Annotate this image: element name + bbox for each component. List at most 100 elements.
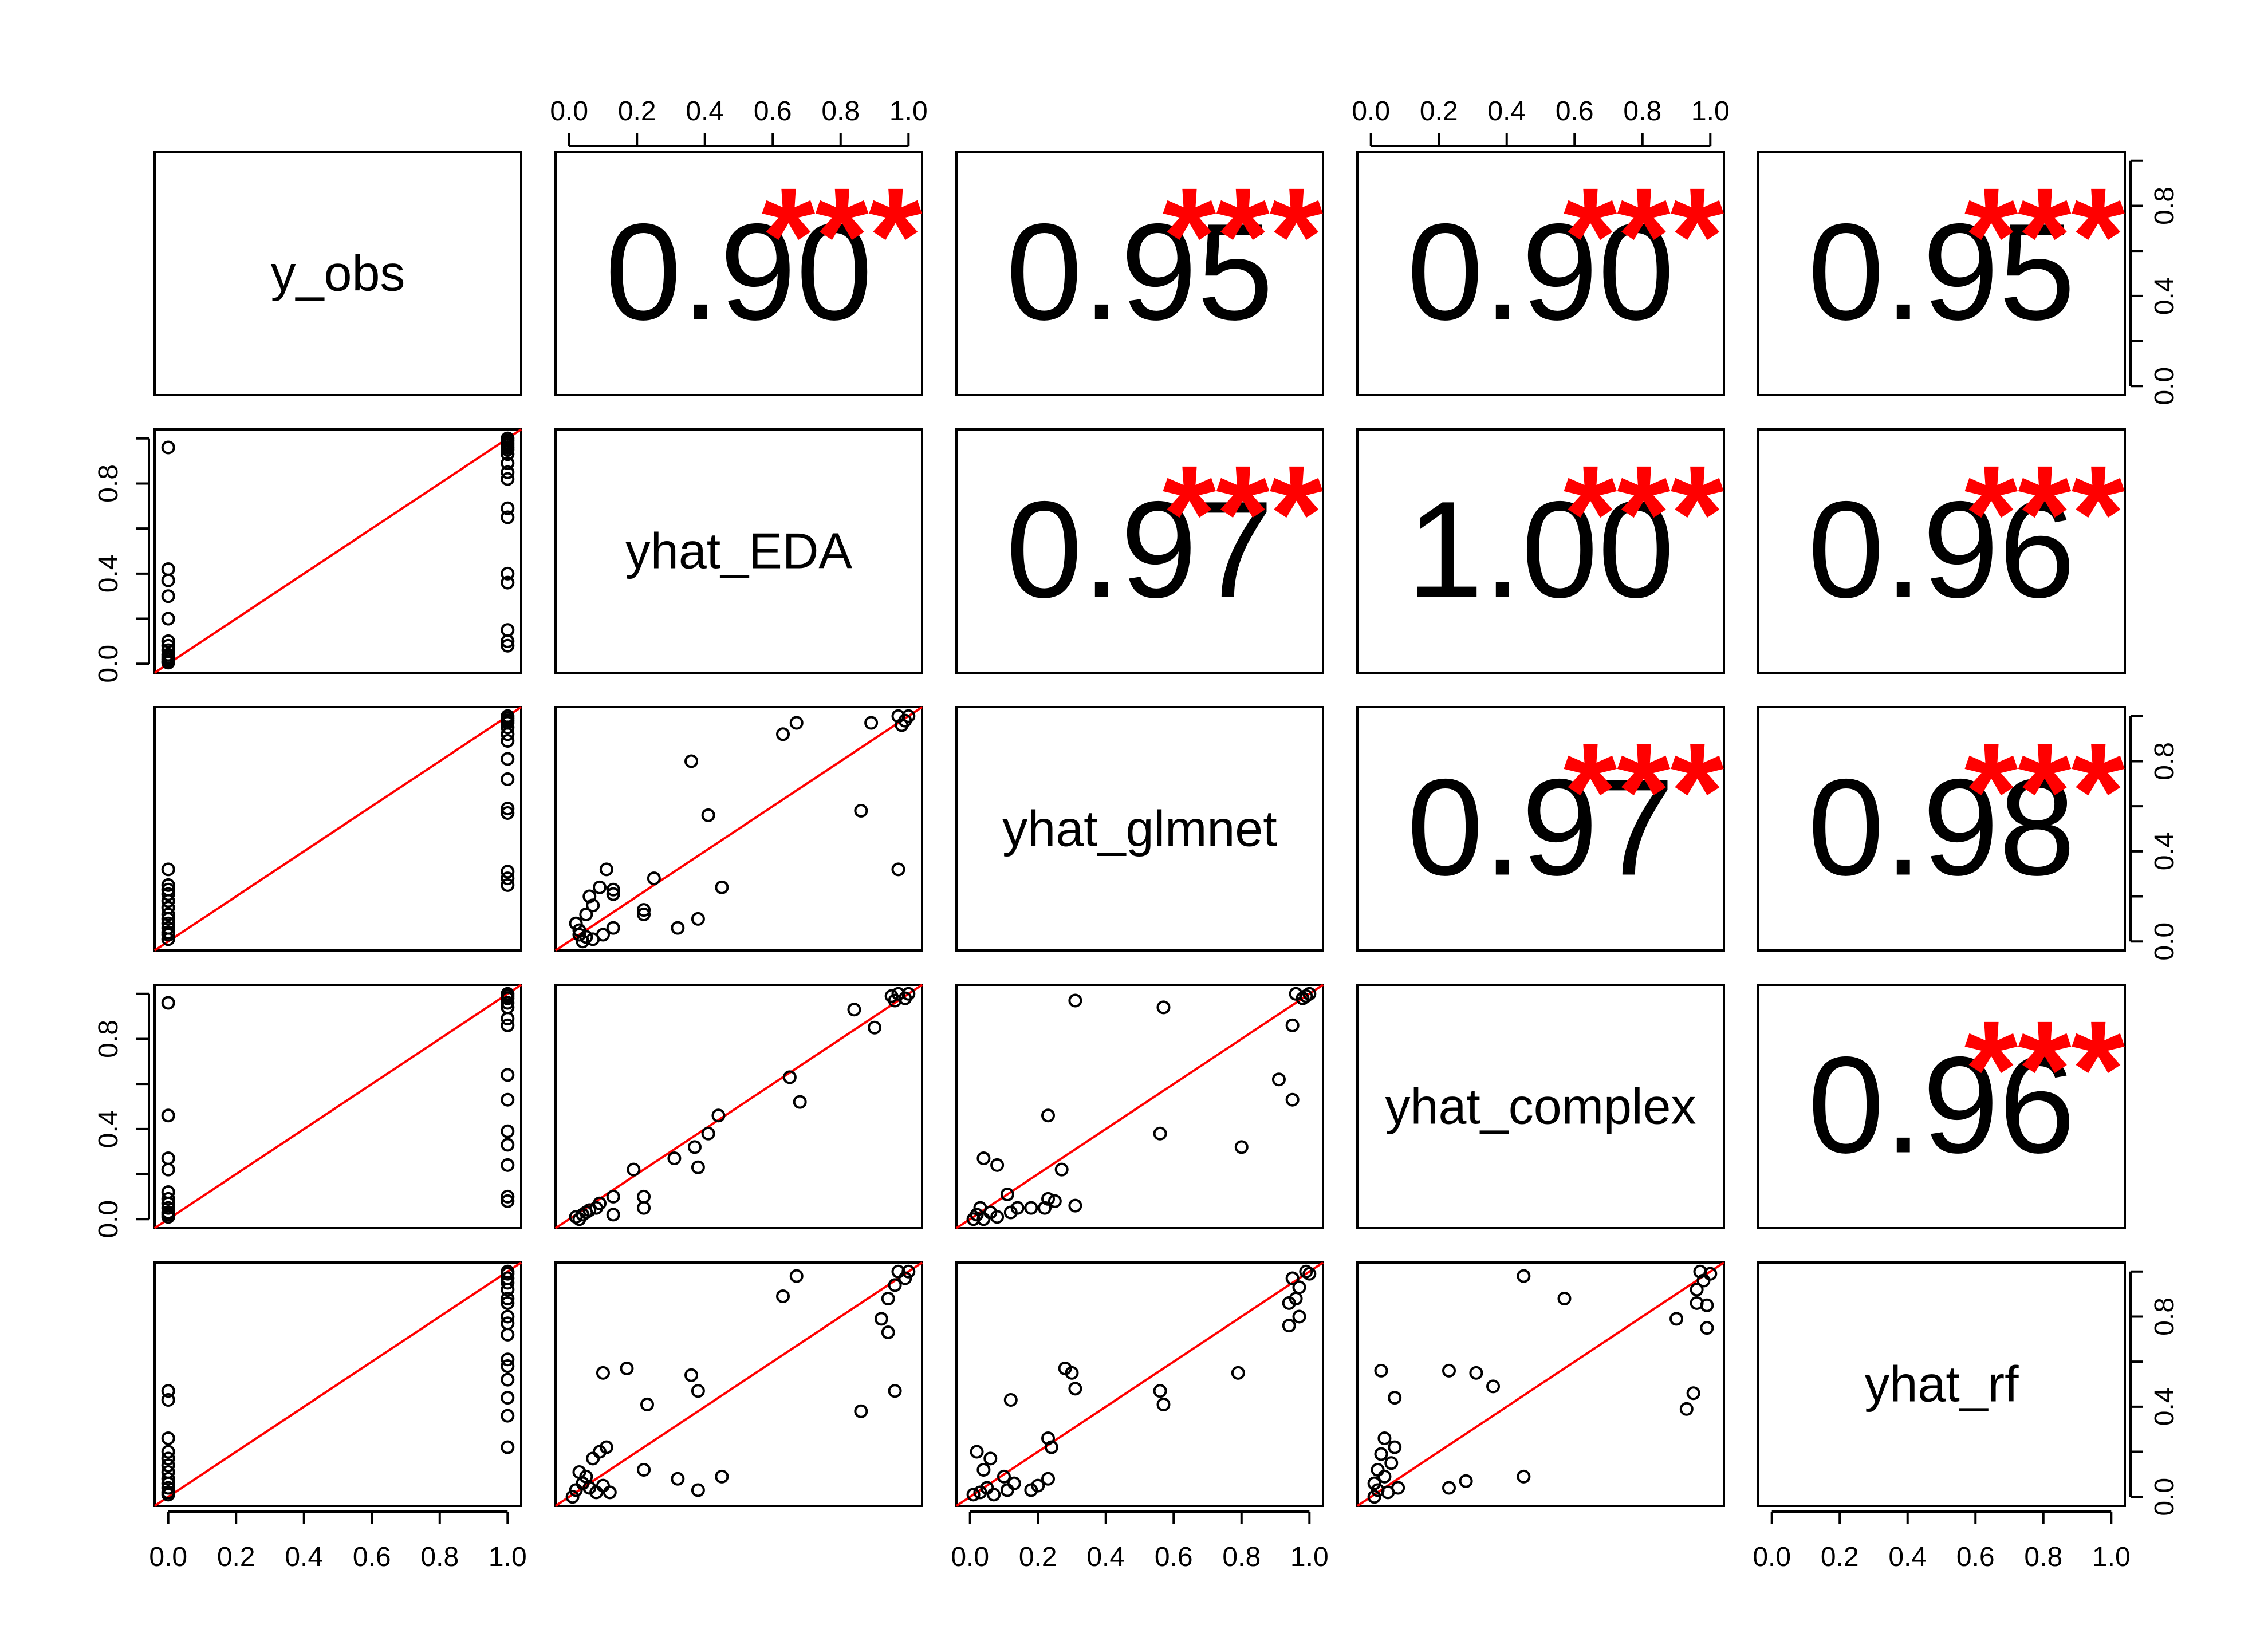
scatter-point: [776, 727, 790, 741]
scatter-point: [501, 510, 515, 524]
x-tick-label: 0.0: [550, 96, 588, 127]
scatter-point: [606, 887, 620, 901]
significance-stars: ***: [1163, 159, 1324, 313]
scatter-point: [161, 612, 175, 626]
variable-label: yhat_complex: [1385, 1078, 1696, 1135]
scatter-point: [1517, 1269, 1531, 1283]
panel-frame: [1356, 151, 1725, 396]
scatter-point: [1153, 1384, 1167, 1398]
x-tick-label: 0.0: [1352, 96, 1390, 127]
scatter-point: [501, 1276, 515, 1290]
scatter-point: [1234, 1140, 1249, 1154]
scatter-point: [1469, 1366, 1483, 1380]
scatter-point: [637, 1189, 651, 1204]
panel-frame: [153, 151, 522, 396]
scatter-point: [1442, 1481, 1456, 1495]
scatter-point: [501, 447, 515, 461]
scatter-point: [161, 912, 175, 926]
scatter-point: [970, 1445, 984, 1459]
scatter-point: [501, 1018, 515, 1032]
scatter-point: [161, 862, 175, 877]
significance-stars: ***: [762, 159, 923, 313]
scatter-point: [599, 1440, 613, 1454]
panel-frame: [554, 428, 923, 674]
scatter-point: [1156, 1397, 1171, 1411]
scatter-point: [627, 1162, 641, 1177]
scatter-point: [161, 1384, 175, 1398]
scatter-point: [606, 921, 620, 935]
scatter-point: [1041, 1472, 1055, 1486]
scatter-point: [793, 1095, 807, 1109]
scatter-point: [691, 1483, 705, 1497]
scatter-point: [1289, 1291, 1303, 1305]
scatter-point: [1374, 1363, 1388, 1378]
scatter-point: [501, 734, 515, 748]
scatter-point: [501, 1068, 515, 1082]
scatter-point: [161, 573, 175, 587]
scatter-point: [864, 716, 879, 730]
scatter-point: [603, 1485, 617, 1500]
panel-frame: [1757, 984, 2126, 1229]
panel-frame: [554, 706, 923, 952]
scatter-point: [501, 501, 515, 515]
scatter-point: [501, 623, 515, 637]
panel-frame: [955, 1261, 1324, 1507]
correlation-value: 1.00: [1407, 473, 1674, 626]
panel-frame: [1356, 706, 1725, 952]
variable-label: yhat_rf: [1864, 1356, 2019, 1413]
scatter-point: [888, 1278, 902, 1292]
scatter-point: [1367, 1490, 1381, 1504]
scatter-point: [895, 718, 909, 732]
scatter-point: [1041, 1108, 1055, 1123]
scatter-point: [1388, 1391, 1402, 1405]
scatter-point: [1065, 1366, 1079, 1380]
scatter-point: [854, 1404, 868, 1418]
scatter-point: [501, 1291, 515, 1305]
scatter-point: [579, 908, 593, 922]
scatter-point: [1285, 1018, 1300, 1032]
scatter-point: [687, 1140, 702, 1154]
scatter-point: [854, 804, 868, 818]
scatter-point: [976, 1151, 991, 1166]
scatter-point: [586, 1451, 600, 1466]
scatter-point: [671, 1472, 685, 1486]
panel-frame: [955, 151, 1324, 396]
scatter-point: [1686, 1386, 1700, 1401]
scatter-point: [565, 1490, 580, 1504]
scatter-point: [1231, 1366, 1245, 1380]
scatter-point: [161, 1192, 175, 1206]
scatter-point: [715, 1469, 729, 1484]
scatter-point: [501, 1124, 515, 1138]
reference-line: [153, 1261, 522, 1507]
x-tick-label: 0.6: [754, 96, 792, 127]
significance-stars: ***: [1964, 992, 2125, 1146]
y-tick-label: 0.4: [2149, 1387, 2180, 1426]
correlation-value: 0.95: [1006, 195, 1273, 349]
x-tick-label: 1.0: [1290, 1542, 1329, 1572]
scatter-point: [1388, 1440, 1402, 1454]
scatter-point: [868, 1020, 882, 1035]
variable-label: yhat_EDA: [625, 523, 853, 579]
correlation-value: 0.95: [1808, 195, 2075, 349]
scatter-point: [572, 928, 586, 942]
scatter-point: [1044, 1440, 1058, 1454]
scatter-point: [691, 1384, 705, 1398]
scatter-point: [161, 562, 175, 576]
x-tick-label: 0.0: [1753, 1542, 1791, 1572]
scatter-point: [501, 878, 515, 892]
scatter-point: [976, 1463, 991, 1477]
scatter-point: [1391, 1481, 1405, 1495]
scatter-point: [593, 880, 607, 894]
variable-label: yhat_glmnet: [1002, 800, 1277, 857]
scatter-point: [684, 754, 699, 768]
x-tick-label: 0.2: [1420, 96, 1458, 127]
scatter-point: [789, 716, 804, 730]
panel-frame: [1356, 984, 1725, 1229]
correlation-value: 0.97: [1407, 751, 1674, 904]
scatter-point: [501, 575, 515, 590]
scatter-point: [501, 456, 515, 471]
scatter-point: [637, 1201, 651, 1215]
scatter-point: [501, 465, 515, 479]
scatter-point: [1679, 1402, 1694, 1416]
scatter-point: [898, 1271, 912, 1285]
